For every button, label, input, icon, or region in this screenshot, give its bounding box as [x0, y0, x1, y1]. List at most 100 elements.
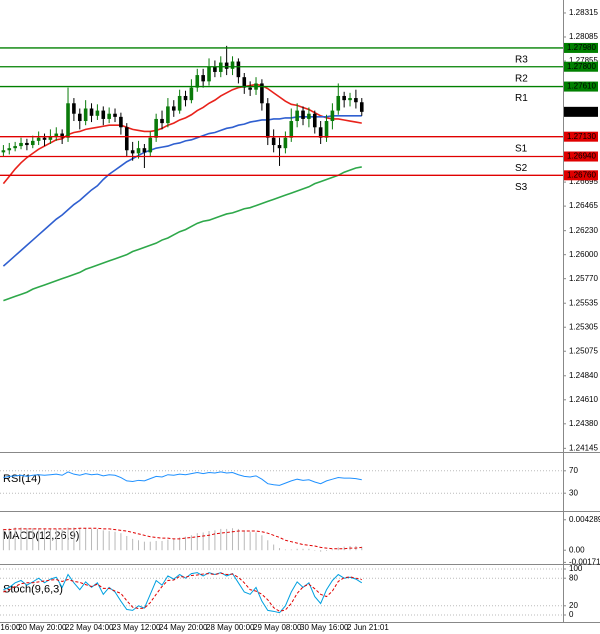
macd-bar [208, 531, 210, 551]
macd-bar [249, 531, 251, 551]
pivot-price: 1.27610 [567, 82, 596, 91]
candle-body [77, 113, 82, 122]
candle-body [160, 118, 164, 124]
candle-body [195, 75, 200, 88]
x-tick-label: 2 Jun 21:01 [347, 623, 389, 632]
macd-bar [190, 535, 192, 551]
macd-bar [179, 537, 181, 551]
candle-body [207, 66, 211, 82]
macd-bar [38, 528, 40, 551]
price-tag [564, 61, 598, 72]
macd-bar [273, 544, 275, 551]
x-tick-label: 28 May 00:00 [206, 623, 255, 632]
candle-body [124, 127, 129, 151]
x-tick-label: 16:00 [0, 623, 21, 632]
candle-body [283, 137, 288, 149]
y-tick-label: 0 [569, 610, 574, 619]
candle-body [177, 95, 182, 111]
macd-bar [149, 541, 151, 551]
y-tick-label: 1.24840 [569, 371, 598, 380]
candle-body [30, 140, 35, 146]
macd-bar [79, 528, 81, 551]
y-tick-label: 1.24380 [569, 419, 598, 428]
macd-bar [120, 533, 122, 551]
candle-body [354, 98, 358, 103]
macd-bar [143, 541, 145, 551]
candle-body [72, 103, 76, 114]
candle-body [42, 137, 47, 140]
indicator-line [3, 471, 362, 486]
candle-body [136, 148, 141, 154]
macd-bar [302, 548, 304, 551]
macd-bar [102, 530, 104, 551]
y-tick-label: 1.26465 [569, 201, 598, 210]
pivot-name: R3 [515, 55, 528, 66]
candle-body [148, 137, 153, 153]
macd-bar [308, 548, 310, 551]
candle-body [359, 102, 364, 112]
macd-bar [32, 528, 34, 551]
candle-body [224, 62, 229, 69]
candle-body [230, 61, 235, 69]
y-tick-label: 1.24610 [569, 395, 598, 404]
y-tick-label: 1.28085 [569, 32, 598, 41]
macd-bar [220, 528, 222, 551]
macd-bar [91, 528, 93, 551]
macd-bar [14, 527, 16, 551]
macd-bar [255, 532, 257, 551]
macd-bar [267, 540, 269, 551]
candle-body [1, 150, 6, 153]
indicator-line [2, 83, 362, 185]
candle-body [171, 106, 176, 111]
x-tick-label: 29 May 08:00 [253, 623, 302, 632]
price-tag [564, 151, 598, 162]
candle-body [312, 113, 317, 128]
y-tick-label: 1.27855 [569, 56, 598, 65]
candle-body [342, 95, 346, 101]
macd-bar [67, 527, 69, 551]
candle-body [83, 108, 88, 122]
y-tick-label: 30 [569, 488, 578, 497]
candle-body [166, 106, 170, 124]
macd-bar [185, 536, 187, 551]
macd-bar [114, 531, 116, 551]
candle-body [242, 77, 247, 88]
macd-bar [8, 528, 10, 551]
pivot-name: S2 [515, 163, 528, 174]
macd-bar [2, 528, 4, 551]
indicator-title: MACD(12,26,9) [3, 530, 79, 542]
y-tick-label: 0.004289 [569, 515, 600, 524]
macd-bar [232, 528, 234, 551]
macd-bar [138, 540, 140, 551]
macd-bar [343, 546, 345, 551]
macd-bar [155, 540, 157, 551]
candle-body [330, 110, 335, 122]
macd-bar [26, 528, 28, 551]
candle-body [307, 113, 311, 119]
candle-body [189, 87, 194, 101]
candle-body [271, 137, 276, 146]
pivot-price: 1.27800 [567, 62, 596, 71]
candle-body [183, 95, 188, 101]
candle-body [289, 121, 294, 138]
macd-bar [279, 548, 281, 551]
y-tick-label: 1.25770 [569, 274, 598, 283]
candle-body [36, 137, 41, 141]
price-tag [564, 170, 598, 181]
y-tick-label: 1.25535 [569, 298, 598, 307]
candle-body [336, 95, 341, 111]
y-tick-label: 20 [569, 601, 578, 610]
macd-bar [126, 536, 128, 551]
candle-body [7, 148, 12, 151]
macd-bar [226, 528, 228, 551]
candle-body [295, 110, 299, 122]
macd-bar [202, 532, 204, 551]
x-tick-label: 24 May 20:00 [159, 623, 208, 632]
macd-bar [290, 549, 292, 551]
macd-bar [20, 527, 22, 551]
candle-body [318, 127, 323, 138]
candle-body [130, 150, 135, 154]
macd-bar [243, 530, 245, 551]
y-tick-label: 100 [569, 564, 583, 573]
candle-body [260, 83, 264, 104]
